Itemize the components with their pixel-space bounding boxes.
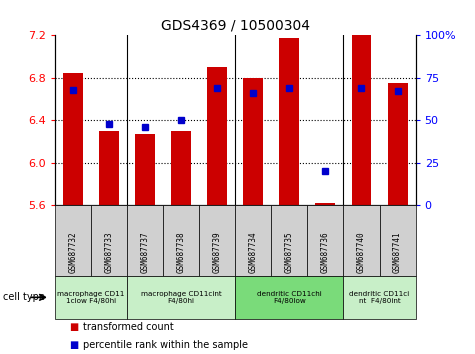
Bar	[163, 205, 199, 276]
Bar	[352, 35, 371, 205]
Text: GSM687738: GSM687738	[177, 231, 185, 273]
Text: ■: ■	[69, 340, 78, 350]
Bar	[243, 78, 263, 205]
Text: GSM687736: GSM687736	[321, 231, 330, 273]
Text: GSM687732: GSM687732	[68, 231, 77, 273]
Text: transformed count: transformed count	[83, 322, 174, 332]
Bar	[63, 73, 83, 205]
Bar	[235, 205, 271, 276]
Bar	[343, 276, 416, 319]
Bar	[55, 276, 127, 319]
Text: dendritic CD11ci
nt  F4/80int: dendritic CD11ci nt F4/80int	[350, 291, 409, 304]
Bar	[235, 276, 343, 319]
Bar	[307, 205, 343, 276]
Bar	[135, 134, 155, 205]
Text: GSM687740: GSM687740	[357, 231, 366, 273]
Bar	[127, 205, 163, 276]
Bar	[388, 83, 408, 205]
Bar	[127, 276, 235, 319]
Text: GSM687735: GSM687735	[285, 231, 294, 273]
Bar	[343, 205, 380, 276]
Bar	[279, 38, 299, 205]
Bar	[55, 205, 91, 276]
Text: ■: ■	[69, 322, 78, 332]
Bar	[91, 205, 127, 276]
Title: GDS4369 / 10500304: GDS4369 / 10500304	[161, 19, 310, 33]
Bar	[199, 205, 235, 276]
Text: macrophage CD11cint
F4/80hi: macrophage CD11cint F4/80hi	[141, 291, 221, 304]
Text: dendritic CD11chi
F4/80low: dendritic CD11chi F4/80low	[257, 291, 322, 304]
Text: GSM687733: GSM687733	[104, 231, 113, 273]
Bar	[171, 131, 191, 205]
Bar	[99, 131, 119, 205]
Bar	[207, 67, 227, 205]
Text: GSM687737: GSM687737	[141, 231, 149, 273]
Text: GSM687734: GSM687734	[249, 231, 257, 273]
Bar	[315, 203, 335, 205]
Bar	[271, 205, 307, 276]
Text: macrophage CD11
1clow F4/80hi: macrophage CD11 1clow F4/80hi	[57, 291, 124, 304]
Text: GSM687739: GSM687739	[213, 231, 221, 273]
Text: cell type: cell type	[3, 292, 45, 302]
Text: percentile rank within the sample: percentile rank within the sample	[83, 340, 248, 350]
Bar	[380, 205, 416, 276]
Text: GSM687741: GSM687741	[393, 231, 402, 273]
